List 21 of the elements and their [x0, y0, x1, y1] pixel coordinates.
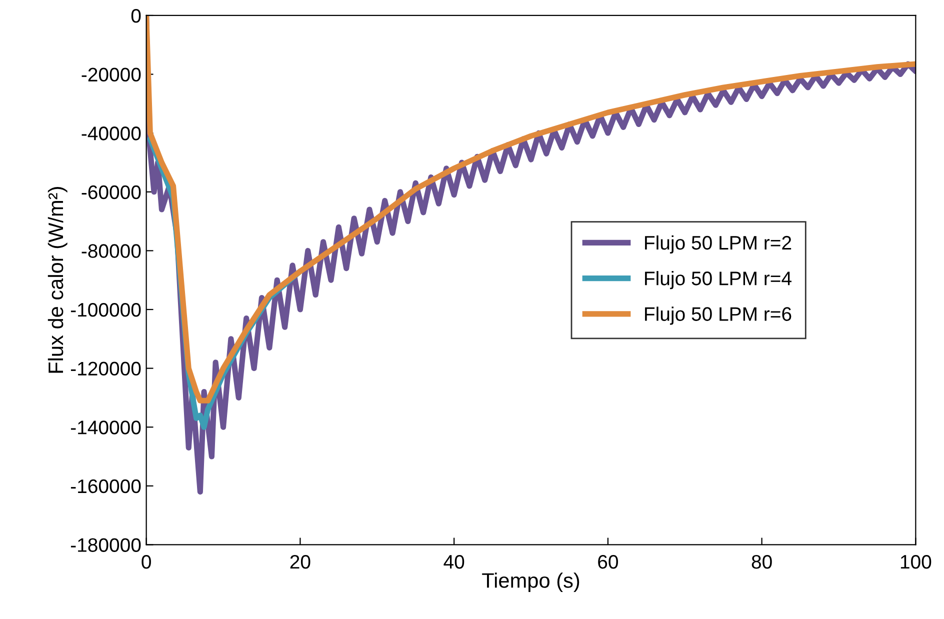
legend-label: Flujo 50 LPM r=6 — [645, 306, 792, 325]
y-tick-label: -80000 — [82, 244, 141, 258]
y-tick-label: -180000 — [70, 538, 141, 552]
x-tick-label: 20 — [290, 554, 310, 569]
y-axis-title: Flux de calor (W/m²) — [48, 187, 68, 373]
legend-label: Flujo 50 LPM r=4 — [645, 271, 792, 290]
x-tick-label: 80 — [752, 554, 772, 569]
y-tick-label: -120000 — [70, 362, 141, 376]
x-tick-label: 100 — [900, 554, 932, 569]
y-tick-label: -100000 — [70, 302, 141, 317]
x-tick-label: 0 — [142, 554, 151, 569]
x-axis-title: Tiempo (s) — [482, 572, 580, 592]
x-tick-label: 60 — [598, 554, 618, 569]
y-tick-label: -160000 — [70, 479, 141, 494]
y-tick-label: -20000 — [82, 68, 141, 82]
legend-label: Flujo 50 LPM r=2 — [645, 235, 792, 254]
x-tick-label: 40 — [444, 554, 464, 569]
y-tick-label: -60000 — [82, 185, 141, 200]
y-tick-label: 0 — [131, 8, 141, 23]
y-tick-label: -140000 — [70, 420, 141, 434]
y-tick-label: -40000 — [82, 126, 141, 140]
